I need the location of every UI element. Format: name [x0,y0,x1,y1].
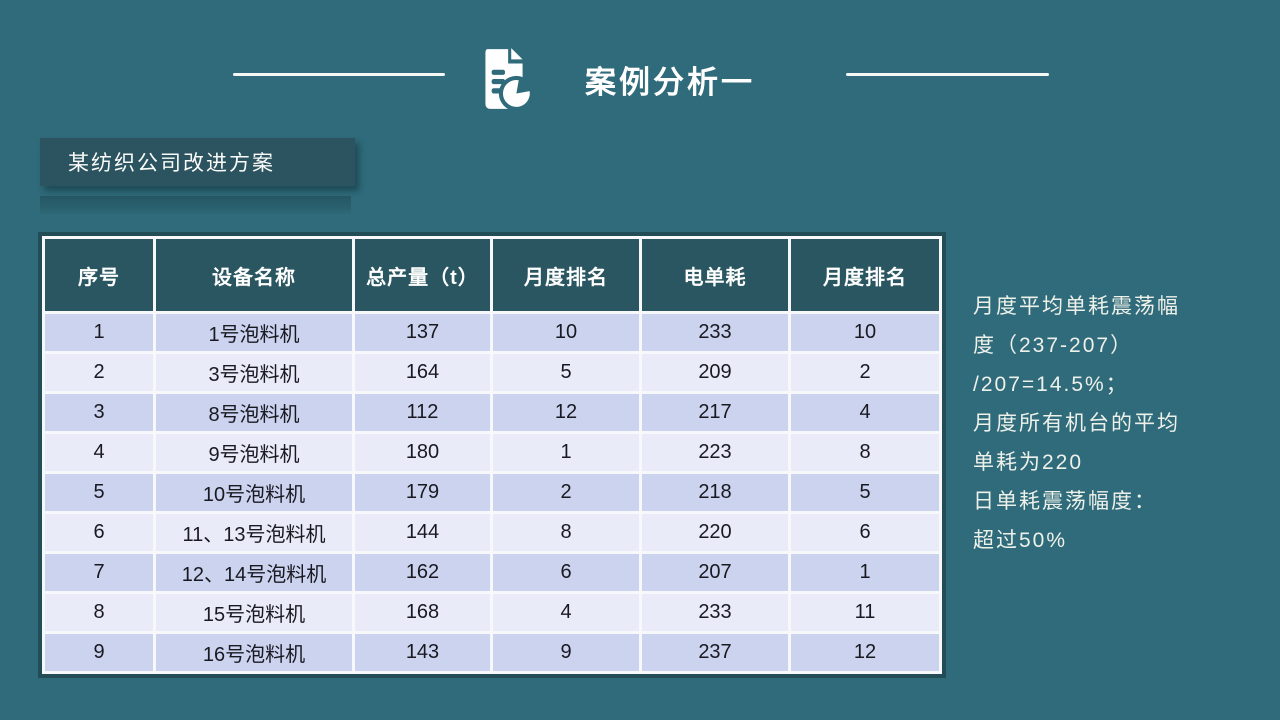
table-header-row: 序号 设备名称 总产量（t） 月度排名 电单耗 月度排名 [45,239,939,311]
note-line: 月度所有机台的平均 [973,412,1180,435]
table-cell: 8号泡料机 [156,394,352,431]
note-line: 度（237-207） [973,334,1134,357]
table-cell: 179 [355,474,490,511]
table-cell: 1 [45,314,153,351]
table-cell: 237 [642,634,788,671]
header-cell-index: 序号 [45,239,153,311]
subtitle-banner: 某纺织公司改进方案 [40,138,355,186]
table-row: 9 16号泡料机 143 9 237 12 [45,634,939,671]
table-row: 7 12、14号泡料机 162 6 207 1 [45,554,939,591]
table-cell: 220 [642,514,788,551]
table-cell: 3号泡料机 [156,354,352,391]
table-cell: 218 [642,474,788,511]
table-cell: 4 [791,394,939,431]
table-cell: 15号泡料机 [156,594,352,631]
title-left-line [233,73,445,76]
table-cell: 112 [355,394,490,431]
header-cell-power: 电单耗 [642,239,788,311]
table-cell: 6 [493,554,639,591]
table-row: 4 9号泡料机 180 1 223 8 [45,434,939,471]
header-cell-equipment: 设备名称 [156,239,352,311]
table-cell: 10 [791,314,939,351]
table-cell: 6 [791,514,939,551]
table-cell: 1号泡料机 [156,314,352,351]
table-cell: 223 [642,434,788,471]
table-cell: 7 [45,554,153,591]
table-cell: 168 [355,594,490,631]
header-cell-output: 总产量（t） [355,239,490,311]
table-cell: 5 [45,474,153,511]
table-cell: 162 [355,554,490,591]
table-cell: 4 [45,434,153,471]
table-cell: 1 [493,434,639,471]
table-cell: 5 [493,354,639,391]
note-line: 月度平均单耗震荡幅 [973,295,1180,318]
table-row: 2 3号泡料机 164 5 209 2 [45,354,939,391]
table-row: 6 11、13号泡料机 144 8 220 6 [45,514,939,551]
table-cell: 1 [791,554,939,591]
table-cell: 8 [493,514,639,551]
table-cell: 16号泡料机 [156,634,352,671]
table-cell: 12 [791,634,939,671]
table-cell: 12 [493,394,639,431]
note-line: /207=14.5%； [973,373,1129,396]
table-row: 3 8号泡料机 112 12 217 4 [45,394,939,431]
table-cell: 233 [642,594,788,631]
header-cell-rank-power: 月度排名 [791,239,939,311]
title-right-line [846,73,1049,76]
table-cell: 10 [493,314,639,351]
equipment-table: 序号 设备名称 总产量（t） 月度排名 电单耗 月度排名 1 1号泡料机 137… [38,232,946,678]
table-cell: 144 [355,514,490,551]
subtitle-text: 某纺织公司改进方案 [68,152,275,175]
table-cell: 217 [642,394,788,431]
table-cell: 9号泡料机 [156,434,352,471]
table-cell: 9 [493,634,639,671]
table-cell: 207 [642,554,788,591]
table-cell: 180 [355,434,490,471]
table-cell: 233 [642,314,788,351]
note-line: 超过50% [973,529,1068,552]
table-cell: 2 [493,474,639,511]
document-chart-icon [485,48,534,111]
table-cell: 5 [791,474,939,511]
table-cell: 3 [45,394,153,431]
table-cell: 10号泡料机 [156,474,352,511]
table-cell: 12、14号泡料机 [156,554,352,591]
table-cell: 11 [791,594,939,631]
table-cell: 209 [642,354,788,391]
table-cell: 6 [45,514,153,551]
table-cell: 2 [45,354,153,391]
subtitle-reflection [40,196,351,214]
page-title: 案例分析一 [585,65,755,100]
table-cell: 8 [791,434,939,471]
note-line: 单耗为220 [973,451,1084,474]
table-row: 1 1号泡料机 137 10 233 10 [45,314,939,351]
table-cell: 2 [791,354,939,391]
table-cell: 164 [355,354,490,391]
analysis-note: 月度平均单耗震荡幅 度（237-207） /207=14.5%； 月度所有机台的… [973,287,1273,560]
table-row: 5 10号泡料机 179 2 218 5 [45,474,939,511]
table-cell: 137 [355,314,490,351]
note-line: 日单耗震荡幅度： [973,490,1157,513]
table-cell: 8 [45,594,153,631]
table-cell: 143 [355,634,490,671]
table-cell: 9 [45,634,153,671]
table-cell: 11、13号泡料机 [156,514,352,551]
table-cell: 4 [493,594,639,631]
table-row: 8 15号泡料机 168 4 233 11 [45,594,939,631]
header-cell-rank-output: 月度排名 [493,239,639,311]
